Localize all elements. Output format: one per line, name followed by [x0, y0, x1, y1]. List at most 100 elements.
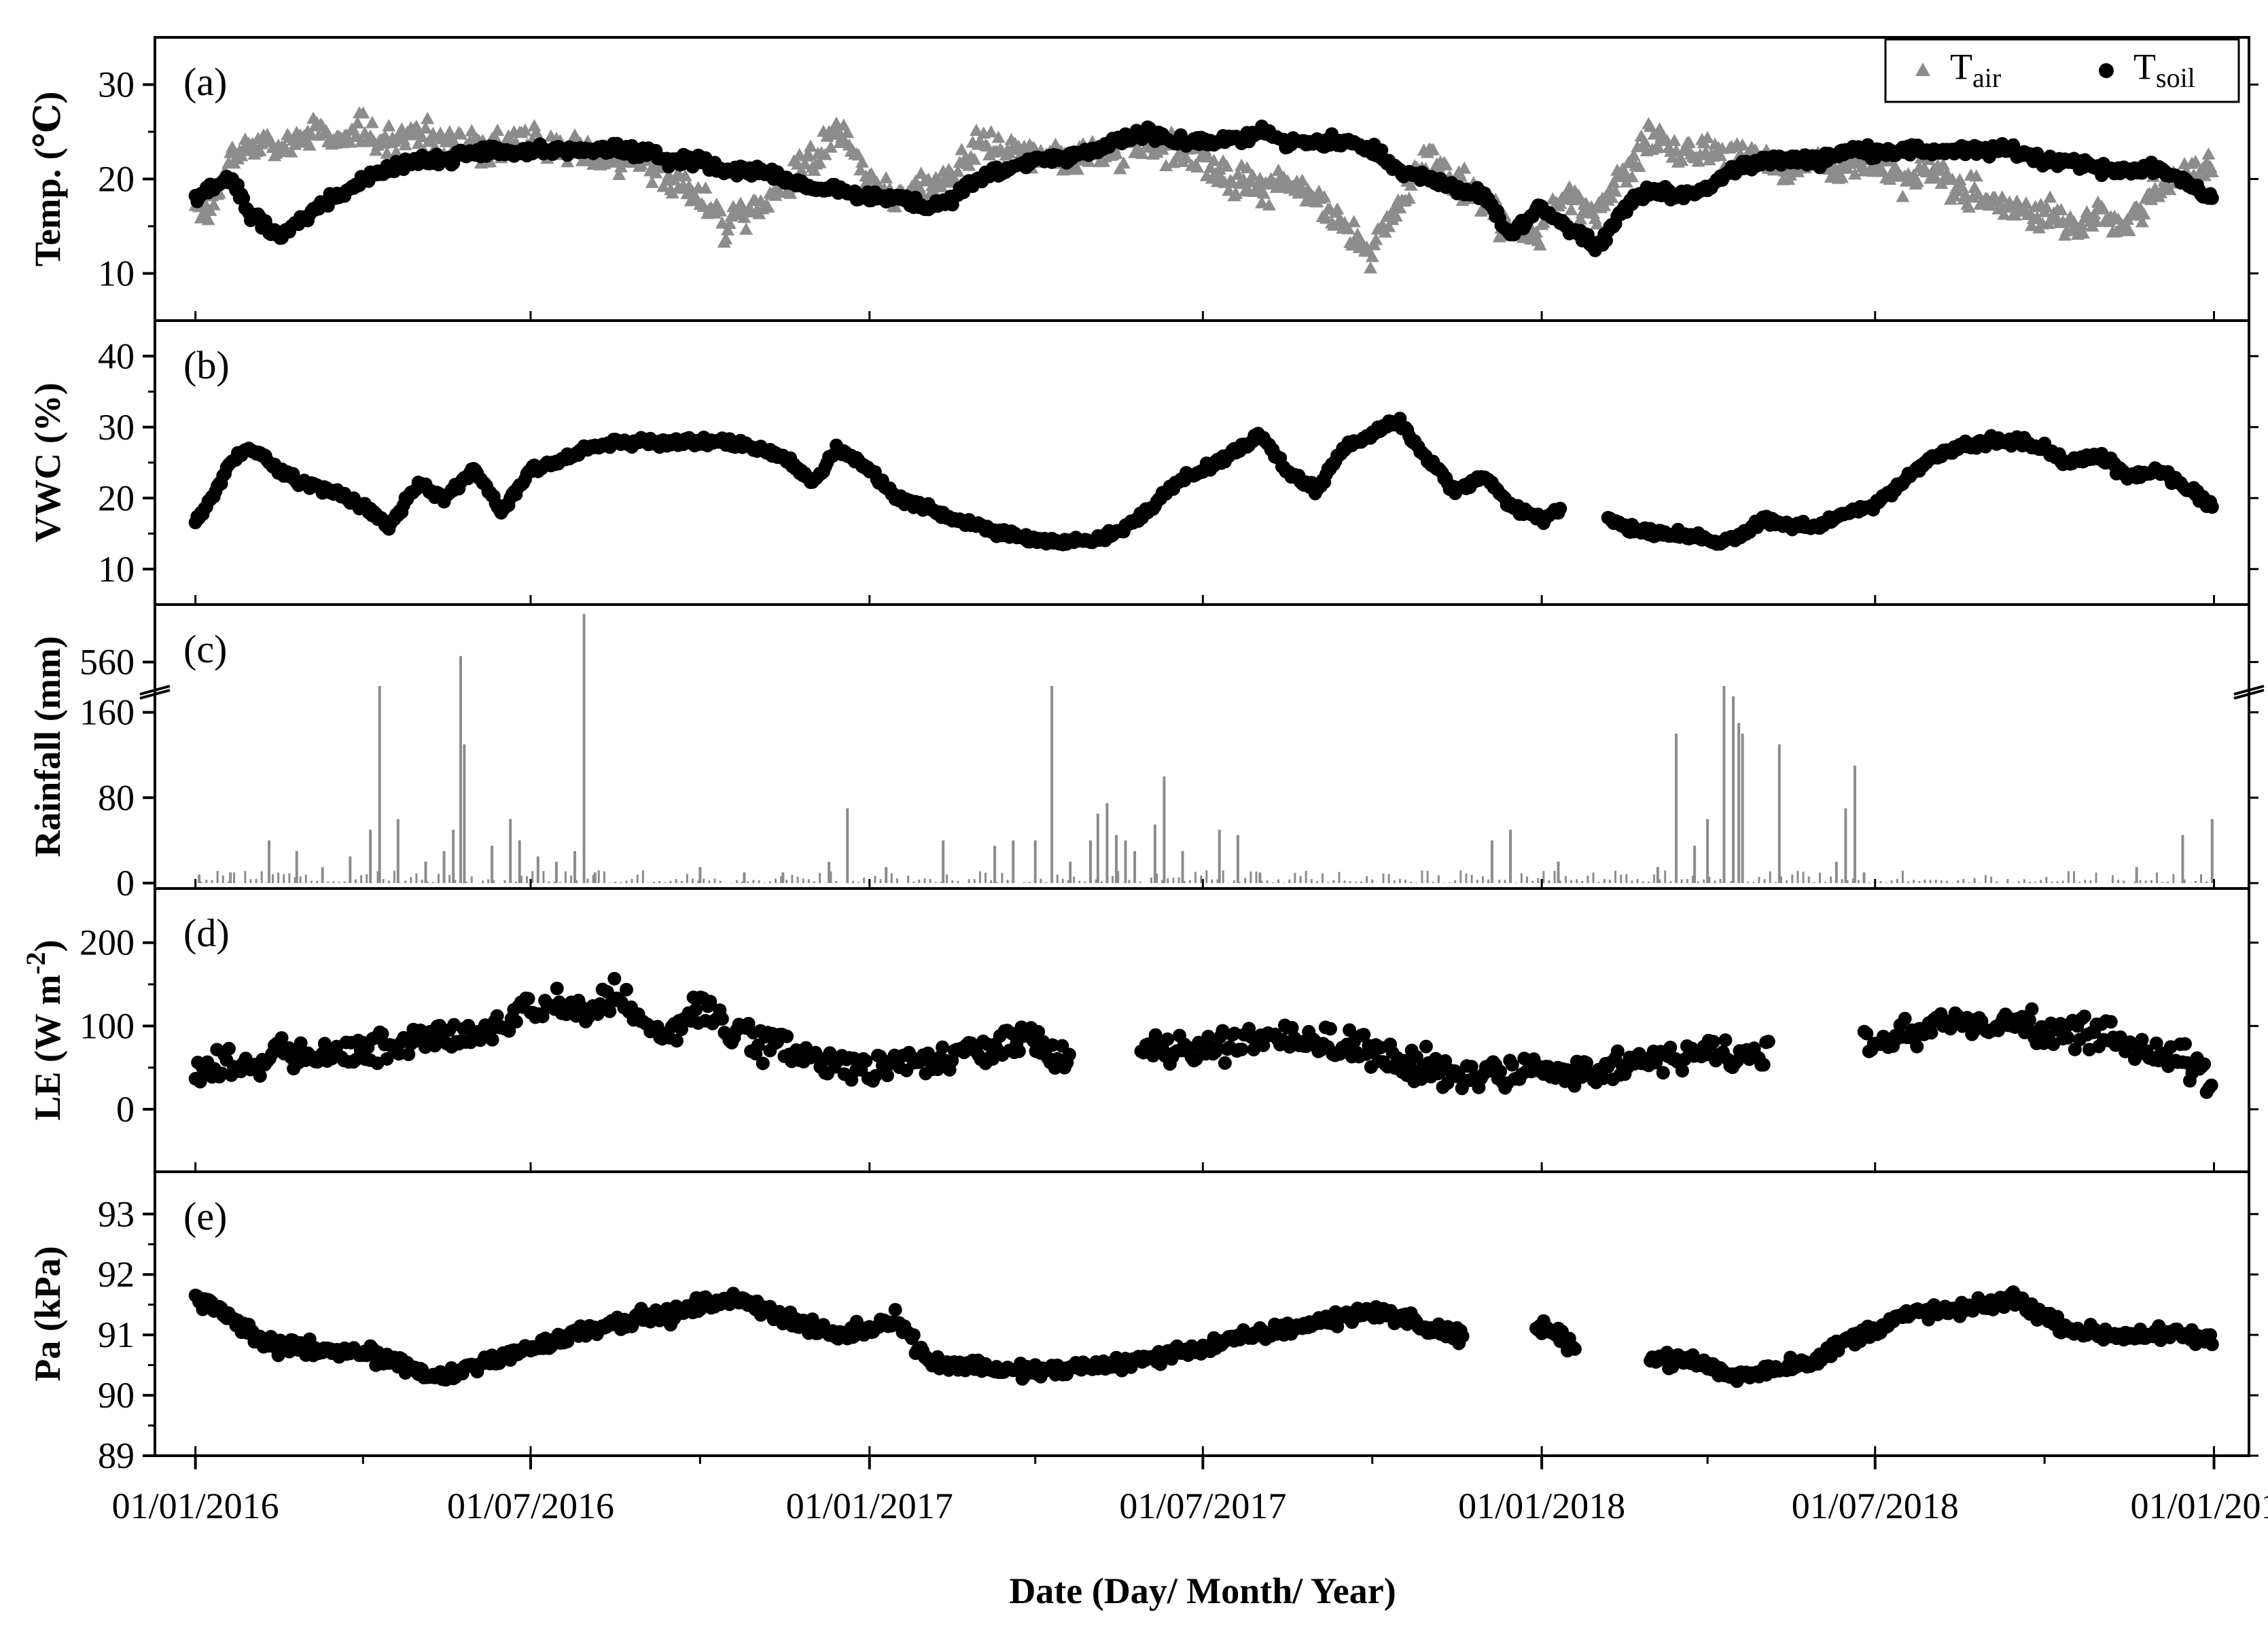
rain-bar: [703, 878, 705, 883]
rain-bar: [758, 880, 760, 883]
data-point-tair: [1929, 171, 1943, 184]
data-point-tair: [1351, 228, 1365, 240]
rain-bar: [1470, 874, 1473, 883]
data-point-tair: [1492, 230, 1506, 243]
rain-bar: [1161, 880, 1164, 883]
data-point-tair: [2074, 217, 2089, 230]
rain-bar: [198, 874, 201, 883]
rain-bar: [299, 876, 302, 883]
rain-bar: [1802, 872, 1805, 883]
data-point-tair: [1608, 184, 1623, 197]
rain-bar: [741, 881, 744, 883]
rain-bar: [229, 872, 232, 883]
data-point-le: [392, 1047, 406, 1061]
rain-bar: [1531, 880, 1534, 883]
rain-bar: [271, 874, 274, 883]
data-point-vwc: [2205, 500, 2219, 514]
panel-letter-d: (d): [183, 911, 230, 955]
rain-bar: [1023, 882, 1025, 883]
rain-bar: [1587, 876, 1589, 883]
rain-bar: [1901, 870, 1904, 883]
rain-bar: [548, 881, 550, 883]
rain-bar: [1752, 882, 1755, 883]
rain-bar: [542, 871, 545, 883]
data-point-tair: [818, 147, 832, 160]
rain-bar: [349, 856, 352, 883]
data-point-le: [1464, 1060, 1478, 1074]
data-point-tair: [1714, 149, 1728, 162]
rain-bar: [664, 882, 667, 883]
rain-bar: [1218, 829, 1221, 883]
rain-bar: [1216, 879, 1219, 883]
data-point-tair: [529, 125, 544, 138]
data-point-tair: [491, 124, 505, 137]
rain-bar: [819, 873, 821, 883]
rain-bar: [2183, 879, 2186, 883]
data-point-le: [1505, 1058, 1519, 1072]
rain-bar: [1260, 880, 1263, 883]
rain-bar: [830, 871, 832, 883]
rain-bar: [327, 881, 330, 883]
data-point-le: [1663, 1041, 1678, 1055]
rain-bar: [1338, 872, 1341, 883]
rain-bar: [1664, 870, 1667, 883]
rain-bar: [1205, 870, 1208, 883]
rain-bar: [1885, 882, 1888, 883]
rain-bar: [470, 876, 473, 883]
rain-bar: [874, 876, 876, 883]
data-point-tair: [1632, 160, 1646, 173]
data-point-le: [485, 1033, 499, 1047]
data-point-tair: [1179, 151, 1193, 164]
rain-bar: [222, 875, 224, 883]
data-point-tair: [1911, 175, 1925, 187]
rain-bar: [768, 881, 771, 883]
rain-bar: [1647, 881, 1650, 883]
rain-bar: [929, 879, 932, 883]
rain-bar: [940, 882, 942, 883]
data-point-le: [2197, 1057, 2212, 1071]
y-axis-title-c: Rainfall (mm): [27, 636, 68, 857]
data-point-tair: [356, 106, 370, 119]
data-point-tair: [1637, 134, 1652, 147]
rain-bar: [863, 878, 866, 883]
data-point-tair: [351, 116, 365, 129]
data-point-tair: [713, 204, 728, 217]
rain-bar: [1139, 882, 1141, 883]
rain-bar: [426, 881, 429, 883]
rain-bar: [1322, 873, 1324, 883]
data-point-tair: [1347, 215, 1361, 228]
series-rainfall: [194, 613, 2214, 883]
data-point-tair: [840, 126, 855, 139]
rain-bar: [592, 874, 595, 883]
rain-bar: [1791, 874, 1794, 883]
rain-bar: [1045, 882, 1048, 883]
rain-bar: [692, 878, 694, 883]
rain-bar: [1730, 880, 1733, 883]
rain-bar: [957, 881, 959, 883]
rain-bar: [509, 819, 512, 883]
data-point-le: [1160, 1032, 1175, 1046]
rain-bar: [1177, 877, 1180, 883]
rain-bar: [536, 856, 539, 883]
series-pa: [188, 1285, 2219, 1388]
y-tick-label-e: 92: [98, 1254, 135, 1295]
rain-bar: [554, 861, 558, 883]
data-point-tair: [1625, 170, 1639, 183]
rain-bar: [1250, 871, 1252, 883]
data-point-le: [689, 1003, 703, 1017]
data-point-tair: [234, 149, 249, 162]
data-point-tair: [1667, 134, 1682, 147]
data-point-tair: [389, 145, 404, 158]
data-point-tair: [1529, 225, 1543, 238]
rain-bar: [1603, 878, 1606, 883]
data-point-le: [402, 1047, 416, 1062]
rain-bar: [255, 878, 258, 883]
data-point-tair: [1564, 202, 1578, 215]
rain-bar: [973, 879, 976, 883]
rain-bar: [934, 882, 937, 883]
data-point-tair: [465, 124, 479, 137]
rain-bar: [559, 882, 561, 883]
data-point-tair: [1159, 158, 1173, 171]
rain-bar: [1277, 879, 1279, 883]
